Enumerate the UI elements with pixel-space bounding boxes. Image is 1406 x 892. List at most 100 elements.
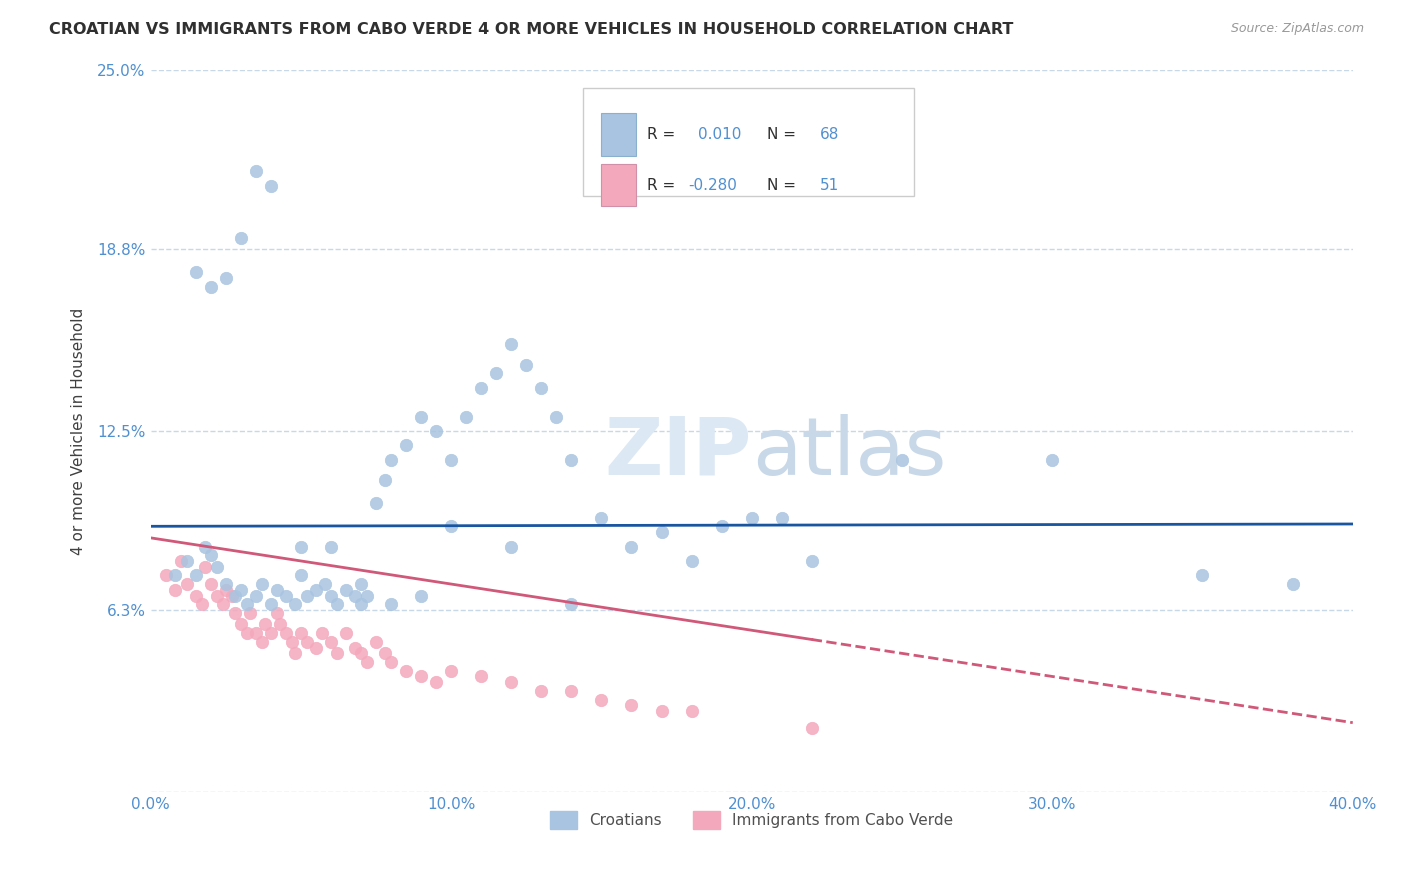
Point [245,626,267,640]
Point [236,597,259,611]
Point [236,626,259,640]
Point [211,597,233,611]
Text: R =: R = [647,128,681,142]
Point [335,582,357,597]
Point [281,635,304,649]
Text: R =: R = [647,178,681,193]
Point [425,675,447,690]
Point [374,473,396,487]
Point [591,510,613,524]
Point [326,646,349,660]
Point [205,589,228,603]
Point [184,568,207,582]
Point [274,589,297,603]
Point [501,675,523,690]
Point [269,617,291,632]
Point [266,606,288,620]
Point [239,606,262,620]
Point [515,358,537,372]
Point [274,626,297,640]
Point [343,589,366,603]
Point [620,698,643,713]
Point [221,589,243,603]
Point [364,496,387,510]
Point [305,640,328,655]
Text: N =: N = [768,178,801,193]
Point [163,582,186,597]
Text: Source: ZipAtlas.com: Source: ZipAtlas.com [1230,22,1364,36]
Point [290,540,312,554]
Point [224,606,246,620]
Point [266,582,288,597]
Point [560,597,582,611]
Point [215,271,238,285]
Point [456,409,478,424]
Point [620,540,643,554]
Point [176,577,198,591]
Point [295,589,318,603]
Point [194,559,217,574]
Point [470,381,492,395]
Point [741,510,763,524]
Point [650,704,672,718]
Point [1281,577,1303,591]
Text: 0.010: 0.010 [697,128,741,142]
Point [343,640,366,655]
FancyBboxPatch shape [602,164,637,207]
Point [440,519,463,533]
Text: -0.280: -0.280 [688,178,737,193]
Point [440,453,463,467]
Point [229,617,252,632]
Point [770,510,793,524]
Point [425,424,447,438]
Point [374,646,396,660]
Point [169,554,191,568]
Point [440,664,463,678]
Point [710,519,733,533]
Point [800,554,823,568]
Point [560,684,582,698]
Point [409,669,432,683]
Text: atlas: atlas [752,414,946,491]
Point [184,265,207,279]
Point [163,568,186,582]
Point [250,577,273,591]
Point [319,635,342,649]
Point [215,577,238,591]
Point [155,568,177,582]
Point [290,568,312,582]
Legend: Croatians, Immigrants from Cabo Verde: Croatians, Immigrants from Cabo Verde [544,805,960,835]
Point [260,597,283,611]
Point [176,554,198,568]
Point [530,684,553,698]
Point [650,524,672,539]
Point [224,589,246,603]
Point [284,646,307,660]
Y-axis label: 4 or more Vehicles in Household: 4 or more Vehicles in Household [72,308,86,555]
Point [335,626,357,640]
Point [501,540,523,554]
Point [364,635,387,649]
Point [501,337,523,351]
Point [250,635,273,649]
Point [245,589,267,603]
Point [409,409,432,424]
Point [380,655,402,669]
Point [530,381,553,395]
Point [314,577,336,591]
FancyBboxPatch shape [602,113,637,156]
Text: N =: N = [768,128,801,142]
Point [215,582,238,597]
Point [485,366,508,380]
Point [194,540,217,554]
Point [200,279,222,293]
Point [395,664,418,678]
Point [253,617,276,632]
Point [245,164,267,178]
Point [800,722,823,736]
Point [560,453,582,467]
Point [260,178,283,193]
Text: 51: 51 [820,178,839,193]
Point [380,453,402,467]
Text: 68: 68 [820,128,839,142]
